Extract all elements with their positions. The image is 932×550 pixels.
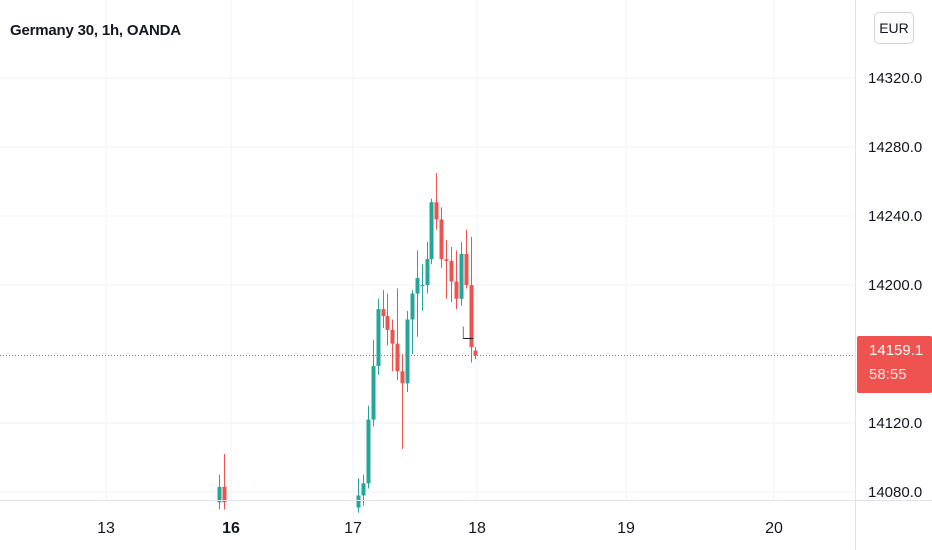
time-axis: 13 16 17 18 19 20 xyxy=(0,500,932,537)
candle-body xyxy=(217,486,222,503)
price-tick-label: 14280.0 xyxy=(868,139,922,156)
candle xyxy=(400,354,405,449)
candle-body xyxy=(469,285,474,348)
chart-title: Germany 30, 1h, OANDA xyxy=(10,22,181,39)
candle xyxy=(366,405,371,489)
candle xyxy=(439,207,444,268)
candle-body xyxy=(390,329,395,344)
candle-body xyxy=(395,343,400,372)
candle-body xyxy=(434,202,439,220)
candle-body xyxy=(444,259,449,261)
candle-body xyxy=(400,371,405,384)
price-tick-label: 14240.0 xyxy=(868,208,922,225)
candle xyxy=(361,474,366,506)
candle xyxy=(381,290,386,329)
candle xyxy=(454,250,459,310)
candle-body xyxy=(356,495,361,508)
candle-body xyxy=(439,219,444,260)
time-tick-label: 13 xyxy=(97,520,115,537)
candle xyxy=(356,478,361,513)
candle-body xyxy=(381,309,386,317)
candle xyxy=(217,474,222,510)
candle xyxy=(405,310,410,392)
candle xyxy=(459,241,464,306)
candle-body xyxy=(429,202,434,260)
candle-body xyxy=(376,309,381,367)
candle-body xyxy=(410,293,415,320)
candle xyxy=(464,229,469,289)
candle-body xyxy=(464,253,469,285)
price-axis: 14080.0 14120.0 14200.0 14240.0 14280.0 14320… xyxy=(855,0,922,550)
time-tick-label: 20 xyxy=(765,520,783,537)
candle xyxy=(420,264,425,311)
candle-body xyxy=(222,486,227,503)
candle xyxy=(444,240,449,299)
price-tick-label: 14320.0 xyxy=(868,70,922,87)
currency-button[interactable]: EUR xyxy=(874,12,914,44)
price-tick-label: 14120.0 xyxy=(868,415,922,432)
candle-body xyxy=(473,350,478,356)
last-price-value: 14159.1 xyxy=(869,342,924,359)
candle-body xyxy=(459,253,464,299)
last-price-badge: 14159.1 58:55 xyxy=(857,336,932,393)
time-tick-label: 17 xyxy=(344,520,362,537)
candle-body xyxy=(366,419,371,484)
candle xyxy=(385,293,390,346)
candle xyxy=(376,298,381,375)
candle xyxy=(473,347,478,360)
candle xyxy=(371,340,376,427)
candle xyxy=(390,319,395,372)
price-tick-label: 14080.0 xyxy=(868,484,922,501)
candle xyxy=(410,290,415,354)
candle-body xyxy=(371,366,376,420)
candle xyxy=(449,247,454,303)
candle-body xyxy=(405,319,410,384)
candle xyxy=(434,172,439,230)
time-tick-label: 18 xyxy=(468,520,486,537)
candle-body xyxy=(385,316,390,330)
candle-body xyxy=(420,285,425,286)
candle xyxy=(469,236,474,363)
candle xyxy=(395,288,400,380)
candle-body xyxy=(415,278,420,294)
price-tick-label: 14200.0 xyxy=(868,277,922,294)
bar-countdown: 58:55 xyxy=(869,366,907,383)
candle xyxy=(415,250,420,337)
time-tick-label: 19 xyxy=(617,520,635,537)
candle-body xyxy=(425,259,430,285)
candle xyxy=(425,241,430,294)
candlestick-series xyxy=(0,172,855,513)
time-tick-label: 16 xyxy=(222,520,240,537)
candle-body xyxy=(361,483,366,496)
candle-body xyxy=(449,260,454,282)
candle xyxy=(429,198,434,265)
candle-body xyxy=(454,281,459,299)
